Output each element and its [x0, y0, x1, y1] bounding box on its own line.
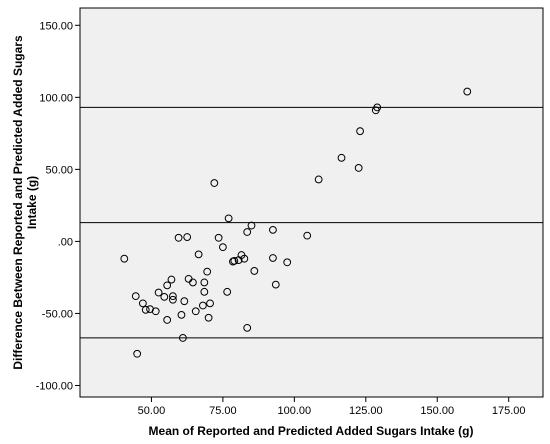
data-point [198, 301, 207, 310]
data-point [120, 254, 129, 263]
y-axis-title-line: Intake (g) [25, 176, 39, 229]
data-point [167, 275, 176, 284]
x-axis: 50.00 75.00 100.00 125.00 150.00 175.00 [138, 397, 526, 417]
y-tick-label: .00 [58, 236, 73, 248]
data-point [271, 280, 280, 289]
data-point [269, 254, 277, 262]
data-point [224, 214, 233, 223]
data-point [337, 153, 346, 162]
data-point [356, 127, 364, 136]
data-point [163, 316, 172, 324]
data-point [183, 233, 192, 241]
data-point [203, 267, 212, 276]
data-point [463, 87, 472, 96]
data-point [223, 287, 232, 296]
data-point [240, 254, 249, 263]
x-tick-label: 150.00 [420, 405, 454, 417]
data-point [138, 299, 147, 308]
data-point [141, 305, 150, 314]
data-point [210, 179, 219, 187]
y-tick-label: 50.00 [45, 164, 73, 176]
data-point [168, 295, 177, 304]
data-point [131, 292, 140, 301]
x-tick-label: 100.00 [278, 405, 312, 417]
x-axis-title: Mean of Reported and Predicted Added Sug… [149, 424, 474, 438]
data-point [269, 225, 277, 234]
data-point [174, 233, 183, 242]
data-point [250, 267, 259, 275]
data-point [247, 221, 256, 230]
x-tick-label: 125.00 [349, 405, 383, 417]
y-tick-label: 150.00 [39, 20, 73, 32]
data-point [373, 103, 382, 112]
data-point [178, 334, 187, 342]
data-point [214, 233, 223, 242]
data-point [283, 258, 292, 267]
x-tick-label: 75.00 [209, 405, 237, 417]
data-point [168, 292, 177, 301]
data-point [177, 310, 186, 319]
data-point [180, 297, 189, 306]
data-point [200, 287, 209, 296]
y-tick-label: -50.00 [42, 308, 73, 320]
y-axis-title-line: Difference Between Reported and Predicte… [11, 35, 25, 370]
x-tick-label: 175.00 [492, 405, 526, 417]
data-point [206, 299, 214, 308]
data-point [303, 231, 312, 240]
x-tick-label: 50.00 [138, 405, 166, 417]
data-point [219, 243, 227, 252]
data-points [120, 87, 472, 358]
data-point [243, 228, 252, 236]
y-tick-label: -100.00 [36, 380, 73, 392]
plot-area [79, 7, 544, 398]
data-point [163, 281, 172, 290]
data-point [243, 323, 252, 332]
y-axis-title: Difference Between Reported and Predicte… [11, 35, 39, 370]
data-point [204, 313, 213, 322]
data-point [188, 278, 197, 287]
data-point [314, 175, 323, 184]
data-point [160, 292, 169, 301]
data-point [133, 349, 142, 358]
data-point [154, 288, 163, 297]
reference-lines [80, 106, 543, 339]
data-point [354, 164, 363, 172]
data-point [191, 307, 200, 316]
data-point [151, 307, 160, 316]
data-point [200, 278, 209, 287]
y-axis: -100.00 -50.00 .00 50.00 100.00 150.00 [36, 20, 80, 392]
data-point [194, 250, 203, 259]
data-point [230, 256, 239, 265]
y-tick-label: 100.00 [39, 92, 73, 104]
